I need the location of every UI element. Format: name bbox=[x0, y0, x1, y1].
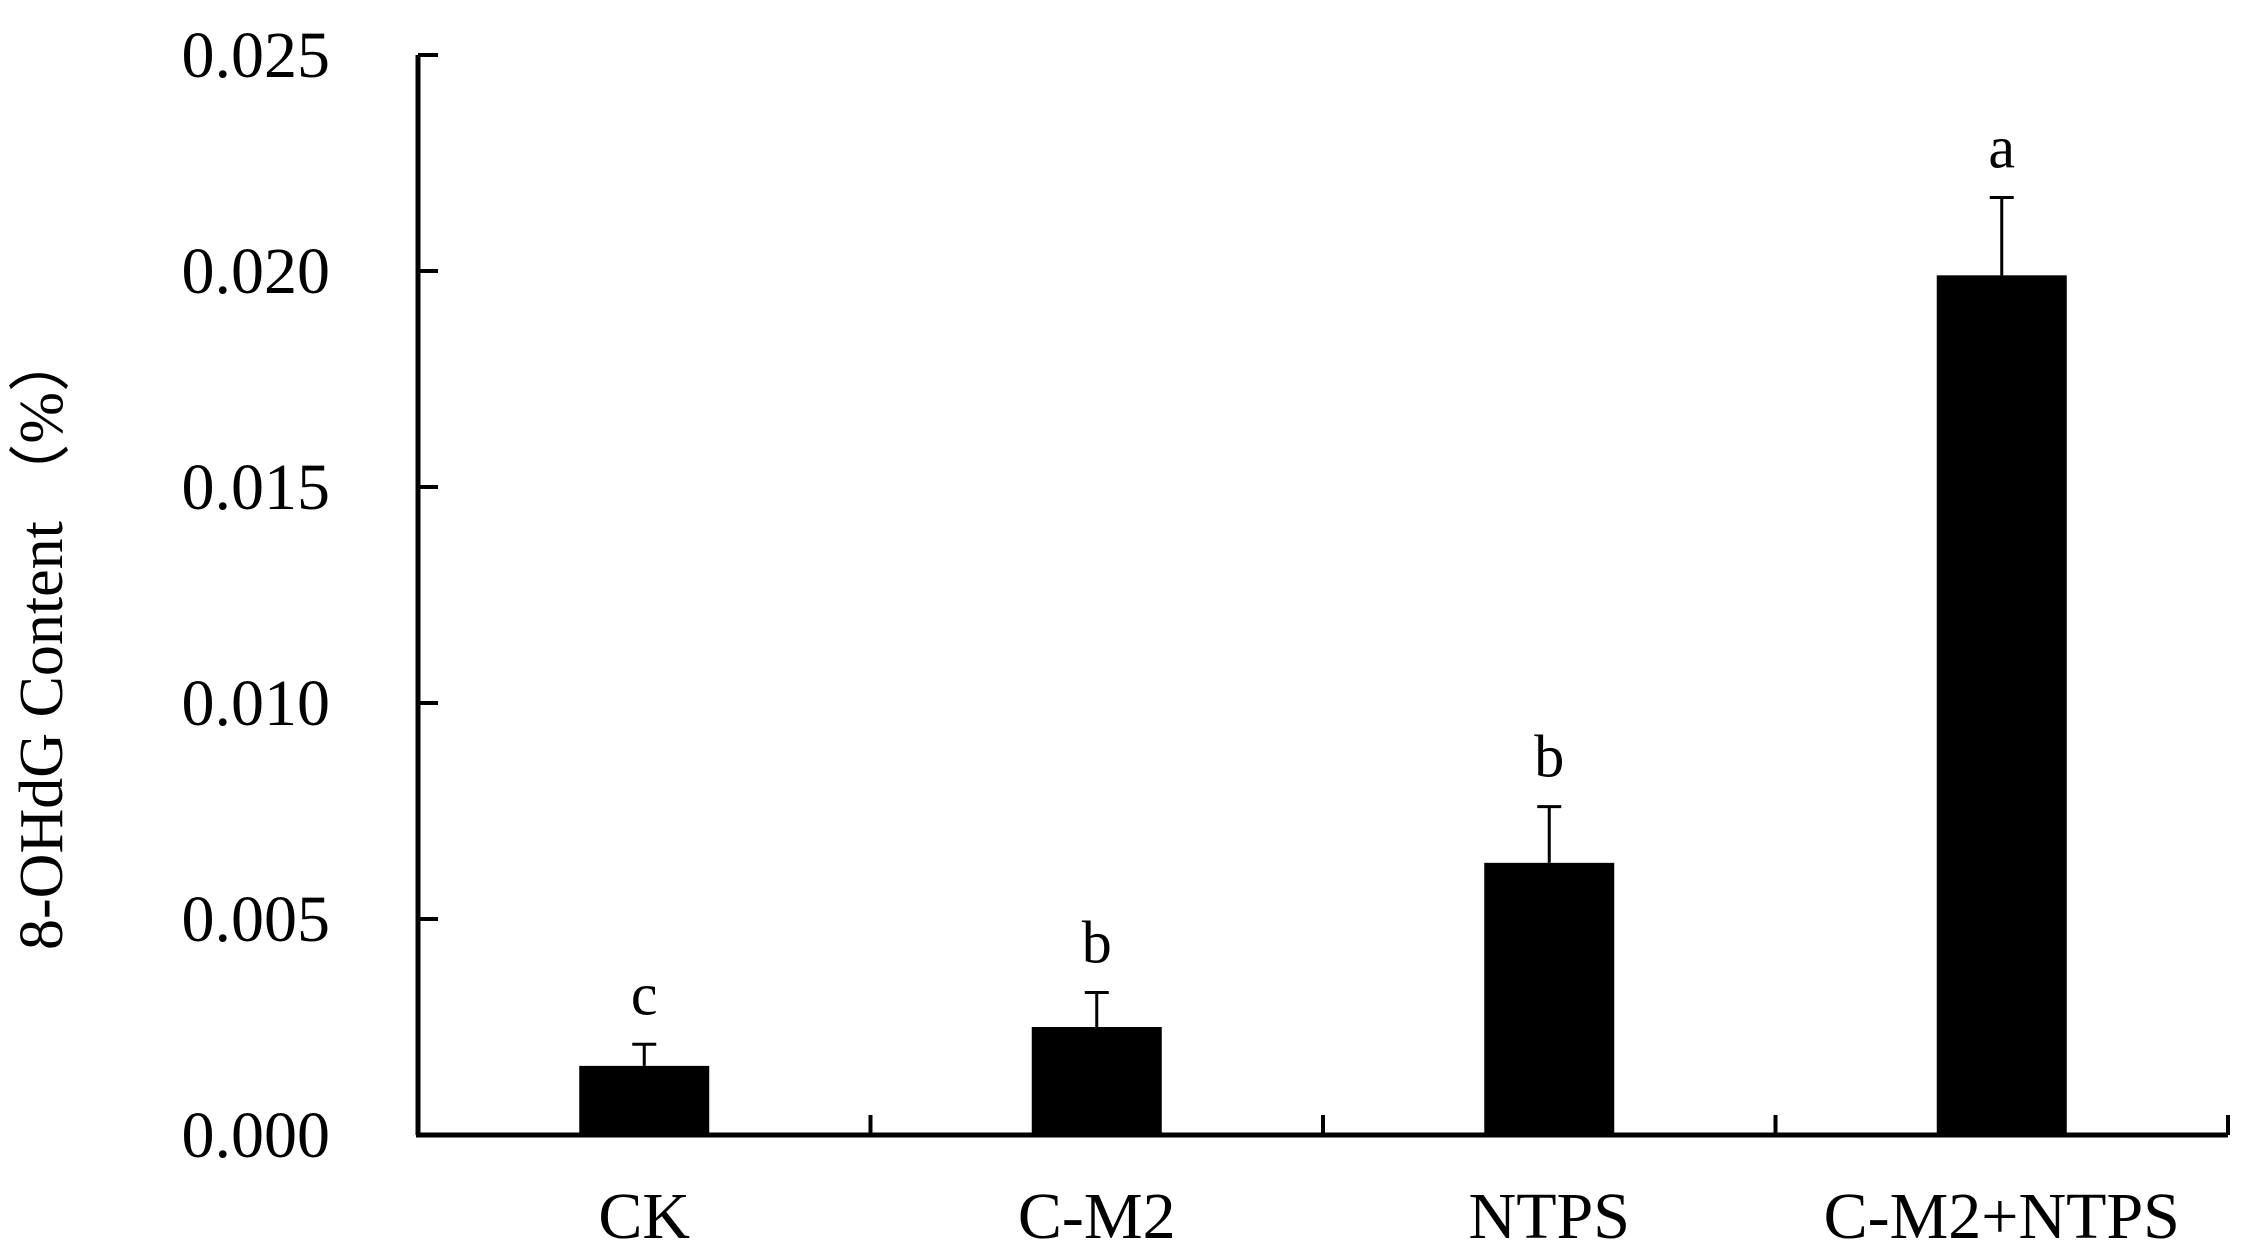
x-tick-label: C-M2+NTPS bbox=[1824, 1180, 2180, 1253]
x-tick-label: C-M2 bbox=[1018, 1180, 1176, 1253]
bars bbox=[579, 196, 2067, 1135]
significance-label: a bbox=[1988, 115, 2015, 181]
y-tick-label: 0.025 bbox=[182, 19, 331, 92]
labels: 0.000 0.005 0.010 0.015 0.020 0.025 c CK b C-M2 b N… bbox=[182, 19, 2180, 1253]
y-tick-label: 0.005 bbox=[182, 883, 331, 956]
y-tick-label: 0.000 bbox=[182, 1099, 331, 1172]
y-tick-label: 0.015 bbox=[182, 451, 331, 524]
y-axis-title: 8-OHdG Content （%） bbox=[8, 330, 76, 950]
significance-label: b bbox=[1082, 909, 1112, 975]
bar bbox=[1484, 862, 1615, 1135]
y-tick-label: 0.010 bbox=[182, 667, 331, 740]
bar bbox=[1936, 275, 2067, 1135]
axes bbox=[415, 53, 2230, 1138]
y-tick-label: 0.020 bbox=[182, 235, 331, 308]
significance-label: b bbox=[1534, 724, 1564, 790]
bar bbox=[579, 1065, 710, 1135]
significance-label: c bbox=[631, 961, 658, 1027]
x-tick-label: CK bbox=[598, 1180, 690, 1253]
x-tick-label: NTPS bbox=[1469, 1180, 1630, 1253]
bar bbox=[1031, 1027, 1162, 1135]
